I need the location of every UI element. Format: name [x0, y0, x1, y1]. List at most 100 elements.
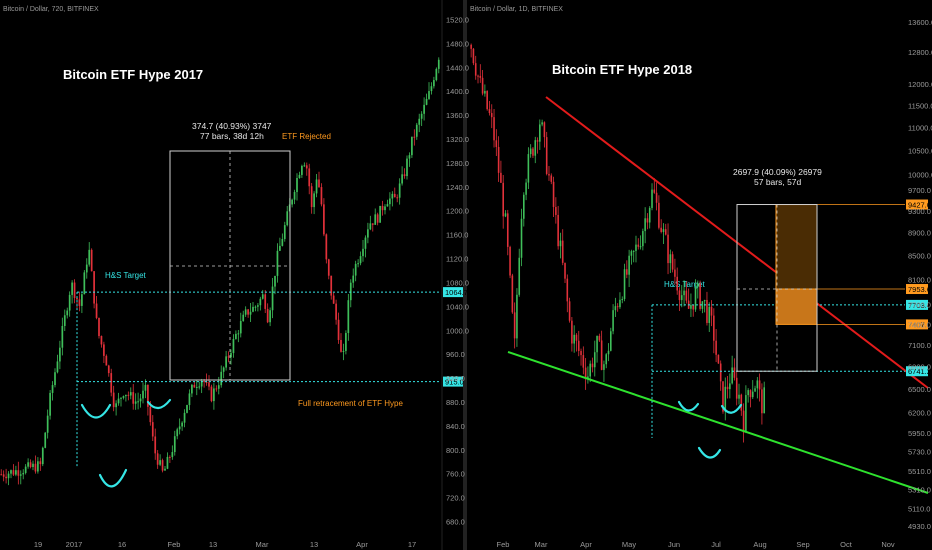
right-x-tick-label: Apr [580, 540, 592, 549]
left-candle-body [134, 401, 137, 404]
right-candle-body [568, 301, 571, 321]
left-candle-body [159, 460, 161, 465]
right-candle-body [626, 269, 628, 275]
right-candle-body [763, 387, 765, 414]
right-candle-body [653, 189, 656, 193]
right-candle-body [484, 91, 486, 94]
right-candles [470, 43, 765, 443]
left-candle-body [103, 344, 105, 356]
right-candle-body [481, 77, 484, 94]
left-candle-body [222, 367, 225, 372]
right-y-tick-label: 11500.0 [908, 101, 932, 110]
left-candle-body [398, 183, 401, 198]
right-y-tick-label: 6500.0 [908, 385, 931, 394]
left-candle-body [151, 422, 154, 437]
left-candle-body [225, 356, 227, 368]
right-candle-body [577, 340, 580, 351]
left-candle-body [257, 305, 259, 307]
right-symbol-label: Bitcoin / Dollar, 1D, BITFINEX [470, 6, 563, 13]
right-y-tick-label: 9700.0 [908, 186, 931, 195]
left-price-tag [443, 287, 463, 298]
right-candle-body [749, 390, 752, 398]
left-candle-body [164, 468, 166, 471]
left-price-axis: 680.0 720.0 760.0 800.0 840.0 880.0 920.0 960.0… [441, 0, 469, 550]
left-candle-body [315, 179, 318, 194]
left-hs-target-label: H&S Target [105, 271, 147, 280]
right-candle-body [694, 287, 697, 310]
right-price-tag-label: 6741.2 [908, 367, 931, 376]
left-candle-body [107, 365, 110, 374]
right-candle-body [598, 335, 601, 341]
left-candle-body [120, 397, 122, 399]
left-candle-body [371, 223, 374, 225]
left-candle-body [41, 447, 44, 465]
right-candle-body [614, 306, 617, 311]
left-candle-body [325, 234, 328, 260]
right-candle-body [509, 246, 511, 276]
left-candle-body [232, 338, 235, 354]
left-candle-body [362, 248, 364, 257]
left-y-tick-label: 1400.0 [446, 87, 469, 96]
left-candle-body [22, 472, 25, 475]
left-candle-body [24, 466, 27, 473]
left-x-tick-label: 13 [310, 540, 318, 549]
left-candle-body [90, 249, 93, 272]
right-candle-body [735, 377, 738, 399]
left-candle-body [428, 91, 430, 99]
left-candle-body [349, 282, 352, 301]
left-candle-body [261, 294, 264, 299]
left-candle-body [117, 398, 120, 404]
right-candle-body [470, 44, 472, 49]
left-candle-body [376, 214, 379, 223]
right-candle-body [564, 262, 566, 279]
left-x-tick-label: 17 [408, 540, 416, 549]
left-candle-body [323, 204, 325, 235]
right-y-tick-label: 10500.0 [908, 146, 932, 155]
left-candle-body [247, 309, 249, 315]
left-candle-body [115, 403, 117, 408]
left-candle-body [305, 165, 308, 169]
right-price-axis: 4930.0 5110.0 5310.0 5510.0 5730.0 5950.0 6200… [908, 18, 932, 531]
right-candle-body [532, 148, 534, 156]
right-price-tag [906, 319, 928, 330]
left-candle-body [142, 390, 144, 399]
right-candle-body [619, 299, 621, 308]
orange-projection-zone [775, 204, 818, 290]
left-candle-body [313, 193, 315, 208]
left-candle-body [39, 461, 42, 465]
left-candle-body [83, 272, 86, 295]
right-price-tag-label: 7407.0 [908, 320, 931, 329]
left-candle-body [291, 199, 293, 205]
left-candle-body [112, 392, 115, 408]
left-candle-body [406, 158, 408, 177]
right-candle-body [529, 148, 532, 155]
right-candle-body [701, 301, 704, 309]
left-candle-body [183, 412, 186, 423]
left-candle-body [352, 275, 355, 283]
right-candle-body [616, 306, 619, 308]
left-candle-body [66, 310, 69, 316]
right-candle-body [738, 394, 740, 399]
right-candle-body [637, 244, 640, 247]
right-x-tick-label: Mar [535, 540, 548, 549]
left-candle-body [73, 282, 76, 298]
right-candle-body [715, 340, 717, 355]
right-hs-target-label: H&S Target [664, 280, 706, 289]
right-y-tick-label: 8500.0 [908, 251, 931, 260]
right-y-tick-label: 5730.0 [908, 447, 931, 456]
right-candle-body [628, 255, 630, 275]
right-candle-body [591, 363, 594, 368]
left-candle-body [345, 333, 347, 351]
left-candle-body [56, 361, 59, 373]
right-y-tick-label: 12000.0 [908, 80, 932, 89]
right-candle-body [651, 189, 653, 208]
right-candle-body [525, 182, 527, 195]
left-x-tick-label: 13 [209, 540, 217, 549]
left-right-shoulder-curve [146, 398, 172, 410]
right-candle-body [571, 320, 573, 344]
left-candle-body [310, 186, 313, 208]
right-time-axis: Feb Mar Apr May Jun Jul Aug Sep Oct Nov [497, 540, 895, 549]
right-candle-body [726, 386, 729, 390]
right-candle-body [635, 244, 637, 251]
